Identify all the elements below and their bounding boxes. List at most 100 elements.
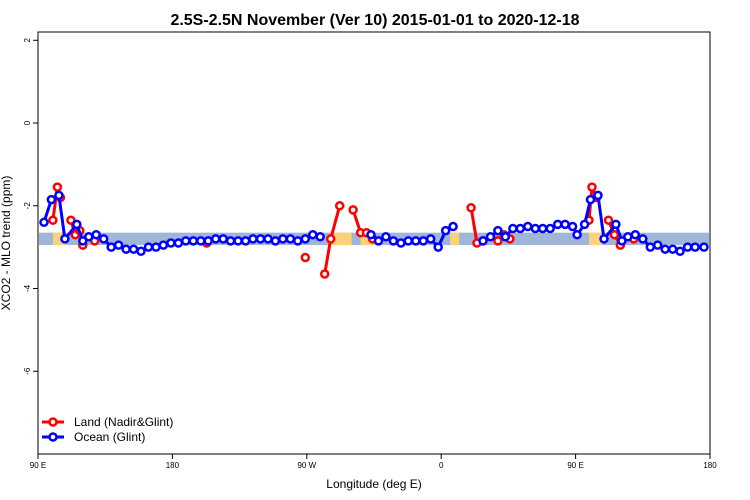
data-point-ocean	[411, 236, 421, 246]
data-point-ocean	[308, 229, 318, 240]
data-point-land	[300, 252, 311, 263]
data-point-ocean	[173, 238, 184, 248]
data-point-ocean	[530, 223, 541, 234]
data-point-ocean	[300, 234, 311, 244]
data-point-ocean	[593, 190, 603, 201]
series-layer	[39, 182, 709, 279]
data-point-ocean	[270, 236, 281, 246]
data-point-ocean	[660, 244, 670, 254]
data-point-ocean	[293, 236, 303, 246]
x-tick-label: 90 E	[30, 461, 46, 470]
data-point-ocean	[567, 221, 578, 232]
data-point-ocean	[381, 232, 391, 242]
band-fill-yellow	[330, 232, 352, 246]
data-point-ocean	[84, 232, 94, 242]
data-point-ocean	[425, 234, 436, 244]
data-point-ocean	[113, 240, 124, 250]
data-point-ocean	[54, 190, 64, 201]
data-point-ocean	[121, 244, 131, 254]
y-tick-label: -2	[23, 202, 32, 210]
data-point-land	[493, 236, 503, 246]
data-point-ocean	[585, 194, 596, 205]
data-point-ocean	[652, 240, 663, 250]
data-point-land	[348, 205, 358, 215]
data-point-ocean	[560, 219, 570, 230]
legend: Land (Nadir&Glint) Ocean (Glint)	[42, 415, 173, 444]
data-point-ocean	[366, 229, 376, 240]
data-point-ocean	[478, 236, 488, 246]
series-ocean	[39, 190, 709, 257]
data-point-ocean	[181, 236, 191, 246]
data-point-land	[466, 203, 476, 213]
data-point-land	[319, 269, 330, 279]
chart-title: 2.5S-2.5N November (Ver 10) 2015-01-01 t…	[170, 12, 579, 29]
data-point-ocean	[128, 244, 139, 254]
legend-label-ocean: Ocean (Glint)	[74, 430, 145, 444]
data-point-ocean	[210, 234, 221, 244]
data-point-ocean	[233, 236, 243, 246]
data-point-ocean	[240, 236, 251, 246]
data-point-ocean	[158, 240, 169, 250]
data-point-ocean	[433, 242, 443, 252]
data-point-ocean	[645, 242, 656, 252]
data-point-ocean	[545, 223, 555, 234]
plot-frame	[37, 31, 711, 455]
data-point-ocean	[630, 229, 641, 240]
data-point-ocean	[675, 246, 685, 257]
x-tick-label: 180	[703, 461, 717, 470]
legend-item-ocean: Ocean (Glint)	[42, 430, 145, 444]
data-point-ocean	[403, 236, 414, 246]
data-point-ocean	[485, 232, 496, 242]
data-point-land	[66, 215, 76, 225]
data-point-ocean	[448, 221, 458, 232]
data-point-ocean	[572, 229, 582, 240]
data-point-ocean	[278, 234, 288, 244]
data-point-ocean	[508, 223, 518, 234]
data-point-ocean	[248, 234, 258, 244]
x-tick-label: 90 E	[567, 461, 583, 470]
data-point-ocean	[523, 221, 533, 232]
data-point-ocean	[552, 219, 563, 230]
data-point-ocean	[315, 232, 325, 242]
y-tick-label: -6	[23, 367, 32, 375]
data-point-ocean	[617, 236, 627, 246]
y-tick-label: 2	[23, 38, 32, 43]
data-point-ocean	[418, 236, 429, 246]
data-point-ocean	[599, 234, 609, 244]
data-point-ocean	[46, 194, 57, 205]
y-axis-label: XCO2 - MLO trend (ppm)	[0, 176, 13, 311]
band-fill-yellow	[450, 232, 460, 246]
x-tick-label: 90 W	[297, 461, 316, 470]
x-tick-label: 180	[166, 461, 180, 470]
data-point-ocean	[638, 234, 648, 244]
data-point-land	[334, 201, 345, 211]
data-point-ocean	[196, 236, 206, 246]
x-axis: 90 E 180 90 W 0 90 E 180	[30, 454, 717, 470]
data-point-ocean	[218, 234, 228, 244]
data-point-ocean	[136, 246, 146, 257]
data-point-ocean	[60, 234, 70, 244]
legend-item-land: Land (Nadir&Glint)	[42, 415, 173, 429]
data-point-ocean	[106, 242, 116, 252]
data-point-ocean	[690, 242, 700, 252]
data-point-ocean	[285, 234, 296, 244]
data-point-ocean	[667, 244, 678, 254]
data-point-ocean	[39, 217, 49, 228]
data-point-ocean	[72, 219, 82, 230]
data-point-ocean	[78, 236, 88, 246]
data-point-ocean	[579, 219, 590, 230]
data-point-ocean	[255, 234, 266, 244]
data-point-ocean	[151, 242, 161, 252]
data-point-ocean	[537, 223, 548, 234]
band-fill-yellow	[589, 232, 603, 246]
x-axis-label: Longitude (deg E)	[326, 477, 421, 491]
data-point-ocean	[143, 242, 154, 252]
data-point-land	[603, 215, 614, 225]
data-point-ocean	[225, 236, 236, 246]
data-point-ocean	[611, 219, 621, 230]
data-point-ocean	[515, 223, 526, 234]
y-tick-label: -4	[23, 284, 32, 292]
data-point-ocean	[500, 232, 511, 242]
data-point-ocean	[166, 238, 176, 248]
